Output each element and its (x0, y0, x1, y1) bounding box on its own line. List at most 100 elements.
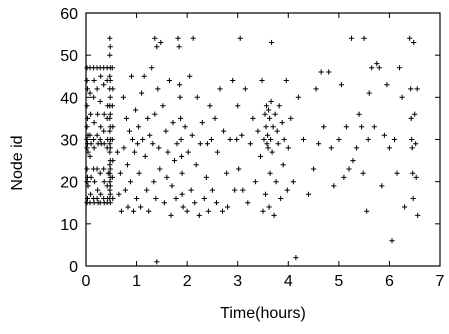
data-point (414, 86, 420, 92)
data-point (101, 128, 107, 134)
data-point (348, 35, 355, 41)
data-point (178, 136, 184, 143)
data-point (91, 136, 97, 143)
axis-ticks-layer: 0 1 2 3 4 5 6 7 0 10 20 30 40 50 60 (60, 6, 444, 290)
data-point (101, 141, 107, 147)
data-point (279, 120, 285, 126)
data-point (413, 174, 419, 180)
data-point (109, 174, 115, 180)
data-point (177, 82, 183, 88)
data-point (267, 115, 273, 121)
data-point (107, 52, 113, 58)
data-point (360, 170, 366, 176)
data-point (170, 120, 176, 126)
data-point (336, 136, 342, 143)
data-point (169, 183, 175, 189)
data-point (117, 170, 123, 176)
data-point (98, 73, 104, 79)
data-point (168, 212, 174, 218)
data-point (318, 69, 324, 75)
data-point (92, 179, 98, 185)
data-point (268, 136, 274, 143)
data-point (136, 124, 142, 130)
data-point (171, 158, 178, 164)
data-point (193, 162, 199, 168)
data-point (158, 39, 164, 46)
data-point (203, 174, 209, 180)
data-point (230, 77, 236, 84)
data-point (154, 44, 160, 50)
data-point (376, 65, 382, 71)
data-point (283, 77, 289, 84)
data-point (379, 183, 385, 189)
data-point (274, 128, 280, 134)
data-point (165, 149, 171, 155)
data-point (152, 35, 158, 41)
data-point (269, 39, 275, 46)
data-point (311, 166, 317, 172)
data-point (155, 86, 161, 92)
data-point (94, 166, 100, 172)
data-point (190, 35, 196, 41)
data-point (91, 94, 97, 100)
data-point (402, 204, 408, 210)
data-point (288, 115, 294, 121)
data-point (217, 86, 223, 92)
data-point (91, 120, 97, 126)
data-point (273, 179, 279, 185)
data-point (107, 128, 113, 134)
data-point (177, 94, 183, 100)
data-point (107, 94, 113, 100)
data-point (174, 141, 180, 147)
data-point (179, 153, 185, 159)
data-point (369, 65, 375, 71)
x-tick-label: 5 (334, 273, 343, 290)
data-point (94, 86, 100, 92)
data-point (138, 204, 144, 210)
y-tick-label: 60 (60, 6, 78, 23)
data-point (262, 191, 269, 197)
data-point (224, 170, 230, 176)
data-point (140, 136, 146, 143)
data-point (247, 141, 253, 147)
data-point (156, 145, 162, 151)
data-point (164, 174, 170, 180)
data-point (197, 141, 203, 147)
data-point (88, 174, 94, 180)
data-point (263, 124, 269, 130)
data-point (219, 208, 226, 214)
x-tick-label: 3 (233, 273, 242, 290)
data-point (276, 103, 282, 109)
data-point (188, 187, 194, 193)
data-point (125, 204, 131, 210)
data-point (412, 111, 418, 117)
data-point (182, 124, 188, 130)
data-point (91, 145, 97, 151)
data-point (154, 259, 160, 265)
data-point (201, 195, 207, 202)
data-point (107, 200, 113, 206)
data-point (130, 208, 137, 214)
data-point (142, 153, 148, 159)
y-tick-label: 50 (60, 48, 78, 65)
y-tick-label: 40 (60, 90, 78, 107)
data-point (101, 179, 107, 185)
data-point (95, 111, 101, 117)
data-point (107, 77, 113, 84)
y-tick-label: 10 (60, 217, 78, 234)
data-point (285, 145, 291, 151)
data-point (116, 191, 122, 197)
data-point (98, 124, 104, 130)
data-point (275, 141, 281, 147)
data-point (225, 204, 231, 210)
data-point (365, 136, 371, 143)
data-point (265, 132, 271, 138)
data-point (101, 82, 107, 88)
data-point (189, 132, 195, 138)
data-point (87, 132, 93, 138)
data-point (147, 132, 153, 138)
data-point (408, 86, 414, 92)
data-point (185, 149, 191, 155)
data-point (110, 86, 116, 92)
data-point (110, 195, 116, 202)
